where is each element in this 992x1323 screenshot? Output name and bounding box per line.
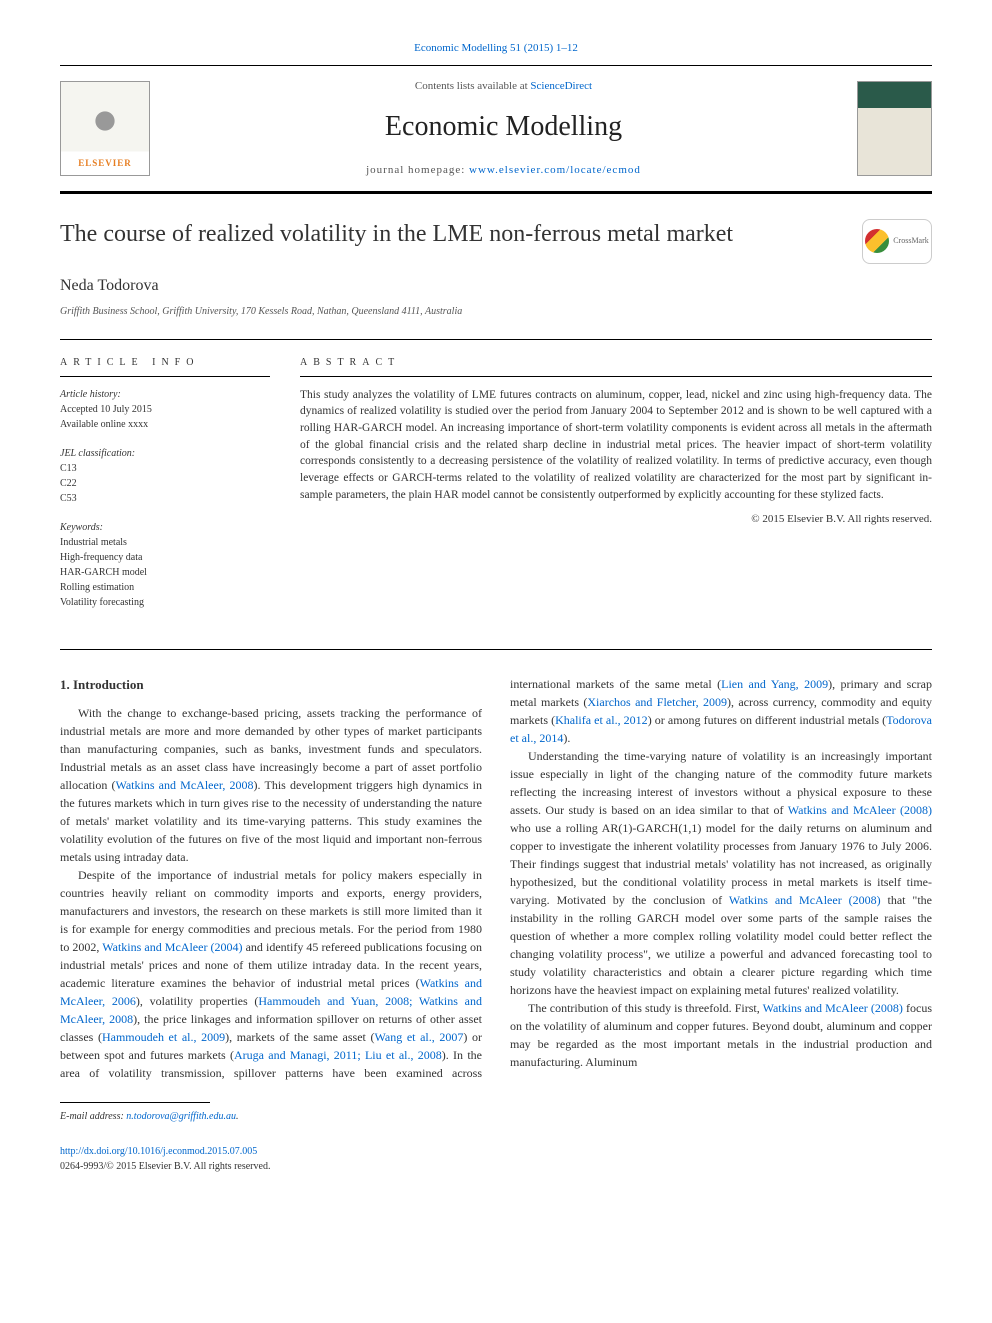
issn-line: 0264-9993/© 2015 Elsevier B.V. All right… xyxy=(60,1161,270,1172)
crossmark-badge[interactable]: CrossMark xyxy=(862,219,932,264)
citation-link[interactable]: Hammoudeh et al., 2009 xyxy=(102,1030,225,1044)
email-link[interactable]: n.todorova@griffith.edu.au xyxy=(126,1111,236,1122)
jel-code: C22 xyxy=(60,476,270,491)
jel-label: JEL classification: xyxy=(60,446,270,461)
info-abstract-row: ARTICLE INFO Article history: Accepted 1… xyxy=(60,340,932,649)
keywords-label: Keywords: xyxy=(60,520,270,535)
author-name: Neda Todorova xyxy=(60,274,932,298)
citation-link[interactable]: Wang et al., 2007 xyxy=(375,1030,464,1044)
homepage-line: journal homepage: www.elsevier.com/locat… xyxy=(150,162,857,179)
author-affiliation: Griffith Business School, Griffith Unive… xyxy=(60,304,932,319)
journal-header: ELSEVIER Contents lists available at Sci… xyxy=(60,65,932,194)
elsevier-logo: ELSEVIER xyxy=(60,81,150,176)
article-title: The course of realized volatility in the… xyxy=(60,219,733,250)
citation-link[interactable]: Watkins and McAleer (2008) xyxy=(729,893,881,907)
keyword: Rolling estimation xyxy=(60,580,270,595)
journal-cover-thumbnail xyxy=(857,81,932,176)
abstract-panel: ABSTRACT This study analyzes the volatil… xyxy=(300,355,932,624)
homepage-link[interactable]: www.elsevier.com/locate/ecmod xyxy=(469,164,641,176)
article-history-block: Article history: Accepted 10 July 2015 A… xyxy=(60,387,270,432)
article-info-panel: ARTICLE INFO Article history: Accepted 1… xyxy=(60,355,270,624)
citation-link[interactable]: Khalifa et al., 2012 xyxy=(555,713,648,727)
header-center: Contents lists available at ScienceDirec… xyxy=(150,78,857,179)
footnote-divider xyxy=(60,1102,210,1103)
citation-link[interactable]: Xiarchos and Fletcher, 2009 xyxy=(587,695,727,709)
citation-link[interactable]: Watkins and McAleer (2008) xyxy=(763,1001,903,1015)
jel-code: C53 xyxy=(60,491,270,506)
keyword: High-frequency data xyxy=(60,550,270,565)
elsevier-tree-icon xyxy=(75,97,135,157)
doi-link[interactable]: http://dx.doi.org/10.1016/j.econmod.2015… xyxy=(60,1146,257,1157)
doi-block: http://dx.doi.org/10.1016/j.econmod.2015… xyxy=(60,1144,932,1174)
contents-line: Contents lists available at ScienceDirec… xyxy=(150,78,857,95)
keyword: HAR-GARCH model xyxy=(60,565,270,580)
abstract-text: This study analyzes the volatility of LM… xyxy=(300,387,932,504)
article-info-heading: ARTICLE INFO xyxy=(60,355,270,377)
section-heading-intro: 1. Introduction xyxy=(60,675,482,695)
paragraph: Understanding the time-varying nature of… xyxy=(510,747,932,999)
keywords-block: Keywords: Industrial metals High-frequen… xyxy=(60,520,270,610)
paragraph: The contribution of this study is threef… xyxy=(510,999,932,1071)
journal-title: Economic Modelling xyxy=(150,106,857,148)
citation-link[interactable]: Watkins and McAleer (2008) xyxy=(788,803,932,817)
body-text: 1. Introduction With the change to excha… xyxy=(60,675,932,1083)
history-label: Article history: xyxy=(60,387,270,402)
citation-link[interactable]: Lien and Yang, 2009 xyxy=(721,677,828,691)
citation-line: Economic Modelling 51 (2015) 1–12 xyxy=(60,40,932,57)
abstract-heading: ABSTRACT xyxy=(300,355,932,377)
paragraph: With the change to exchange-based pricin… xyxy=(60,704,482,866)
title-row: The course of realized volatility in the… xyxy=(60,219,932,264)
citation-link[interactable]: Aruga and Managi, 2011; Liu et al., 2008 xyxy=(234,1048,442,1062)
sciencedirect-link[interactable]: ScienceDirect xyxy=(530,80,592,92)
keyword: Volatility forecasting xyxy=(60,595,270,610)
accepted-date: Accepted 10 July 2015 xyxy=(60,402,270,417)
citation-link[interactable]: Watkins and McAleer (2004) xyxy=(102,940,242,954)
jel-block: JEL classification: C13 C22 C53 xyxy=(60,446,270,506)
crossmark-icon xyxy=(865,229,889,253)
citation-link[interactable]: Watkins and McAleer, 2008 xyxy=(115,778,253,792)
divider-bottom xyxy=(60,649,932,650)
available-date: Available online xxxx xyxy=(60,417,270,432)
abstract-copyright: © 2015 Elsevier B.V. All rights reserved… xyxy=(300,511,932,528)
keyword: Industrial metals xyxy=(60,535,270,550)
email-line: E-mail address: n.todorova@griffith.edu.… xyxy=(60,1109,932,1124)
jel-code: C13 xyxy=(60,461,270,476)
